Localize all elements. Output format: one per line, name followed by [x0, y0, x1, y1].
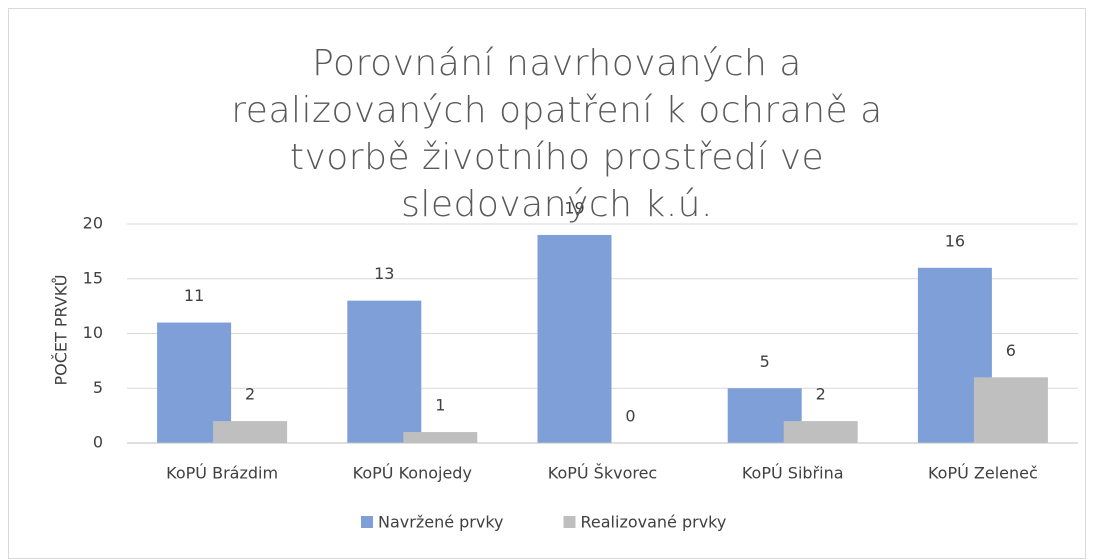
- legend-label: Navržené prvky: [378, 513, 504, 532]
- data-label: 6: [1006, 341, 1016, 360]
- bar: [537, 234, 612, 443]
- data-label: 13: [374, 264, 394, 283]
- y-tick-label: 10: [83, 323, 103, 342]
- data-label: 0: [625, 407, 635, 426]
- x-tick-label: KoPÚ Škvorec: [548, 464, 657, 483]
- data-label: 1: [435, 396, 445, 415]
- bar: [973, 377, 1048, 443]
- data-label: 2: [245, 385, 255, 404]
- y-tick-label: 15: [83, 268, 103, 287]
- data-label: 5: [760, 352, 770, 371]
- x-tick-label: KoPÚ Konojedy: [353, 464, 472, 483]
- data-label: 2: [816, 385, 826, 404]
- y-tick-label: 0: [93, 433, 103, 452]
- bar: [213, 421, 288, 443]
- chart-title: Porovnání navrhovaných a realizovaných o…: [231, 43, 883, 225]
- legend-swatch: [563, 516, 576, 528]
- bar: [783, 421, 858, 443]
- x-tick-label: KoPÚ Zeleneč: [928, 464, 1038, 483]
- bar: [403, 432, 478, 443]
- y-axis-label: POČET PRVKŮ: [52, 275, 71, 386]
- legend-label: Realizované prvky: [581, 513, 727, 532]
- data-label: 19: [564, 198, 584, 217]
- y-tick-label: 5: [93, 378, 103, 397]
- data-label: 11: [184, 286, 204, 305]
- y-tick-label: 20: [83, 214, 103, 233]
- x-tick-label: KoPÚ Sibřina: [742, 464, 844, 483]
- x-tick-label: KoPÚ Brázdim: [166, 464, 278, 483]
- data-label: 16: [945, 231, 965, 250]
- bar: [347, 300, 422, 443]
- legend-swatch: [361, 516, 373, 528]
